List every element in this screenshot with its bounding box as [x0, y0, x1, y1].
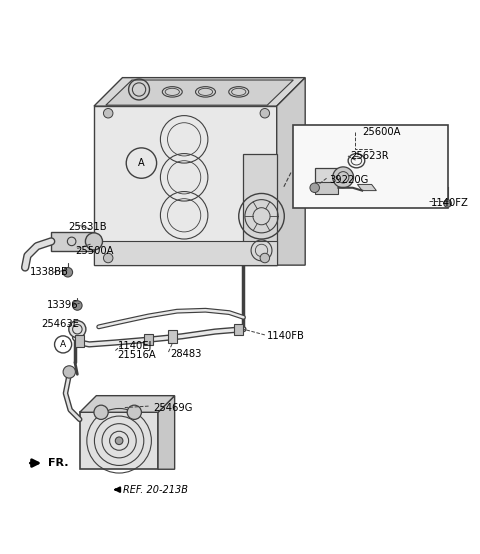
- Text: 1140EJ: 1140EJ: [118, 341, 152, 351]
- Polygon shape: [80, 412, 158, 469]
- Polygon shape: [94, 106, 276, 265]
- Text: 1140FZ: 1140FZ: [431, 198, 469, 208]
- Text: 25631B: 25631B: [68, 222, 107, 232]
- Polygon shape: [315, 182, 338, 194]
- Text: A: A: [60, 340, 66, 349]
- Polygon shape: [158, 396, 175, 469]
- Text: 21516A: 21516A: [118, 350, 156, 360]
- Circle shape: [333, 167, 354, 188]
- Polygon shape: [51, 232, 94, 251]
- Text: 25500A: 25500A: [75, 246, 113, 256]
- Circle shape: [260, 109, 270, 118]
- Text: 1338BB: 1338BB: [30, 267, 69, 277]
- Text: 39220G: 39220G: [329, 175, 368, 184]
- Circle shape: [115, 437, 123, 444]
- Circle shape: [444, 199, 451, 207]
- Circle shape: [260, 253, 270, 263]
- Circle shape: [104, 109, 113, 118]
- Text: 13396: 13396: [47, 300, 78, 310]
- Circle shape: [85, 233, 103, 250]
- Polygon shape: [243, 153, 276, 265]
- Polygon shape: [94, 242, 276, 265]
- Circle shape: [127, 405, 142, 419]
- Text: 25469G: 25469G: [153, 403, 193, 413]
- Polygon shape: [80, 396, 175, 412]
- Text: 25600A: 25600A: [362, 127, 401, 137]
- Polygon shape: [106, 80, 293, 105]
- Circle shape: [104, 253, 113, 263]
- Text: 25623R: 25623R: [350, 151, 389, 161]
- Bar: [75, 335, 84, 347]
- Polygon shape: [276, 78, 305, 265]
- Circle shape: [94, 405, 108, 419]
- Bar: [168, 330, 177, 343]
- Text: A: A: [138, 158, 145, 168]
- Polygon shape: [315, 168, 343, 187]
- Bar: [234, 324, 243, 335]
- Text: 28483: 28483: [170, 349, 201, 359]
- Circle shape: [72, 301, 82, 310]
- Text: FR.: FR.: [48, 458, 69, 468]
- Bar: [144, 334, 153, 345]
- Circle shape: [63, 268, 72, 277]
- Text: REF. 20-213B: REF. 20-213B: [123, 485, 188, 495]
- Text: 25463E: 25463E: [42, 320, 80, 330]
- Circle shape: [63, 366, 75, 378]
- Polygon shape: [94, 78, 305, 106]
- Circle shape: [310, 183, 319, 192]
- Text: 1140FB: 1140FB: [267, 331, 305, 341]
- Bar: [293, 125, 447, 208]
- Polygon shape: [358, 184, 376, 191]
- Circle shape: [69, 321, 86, 338]
